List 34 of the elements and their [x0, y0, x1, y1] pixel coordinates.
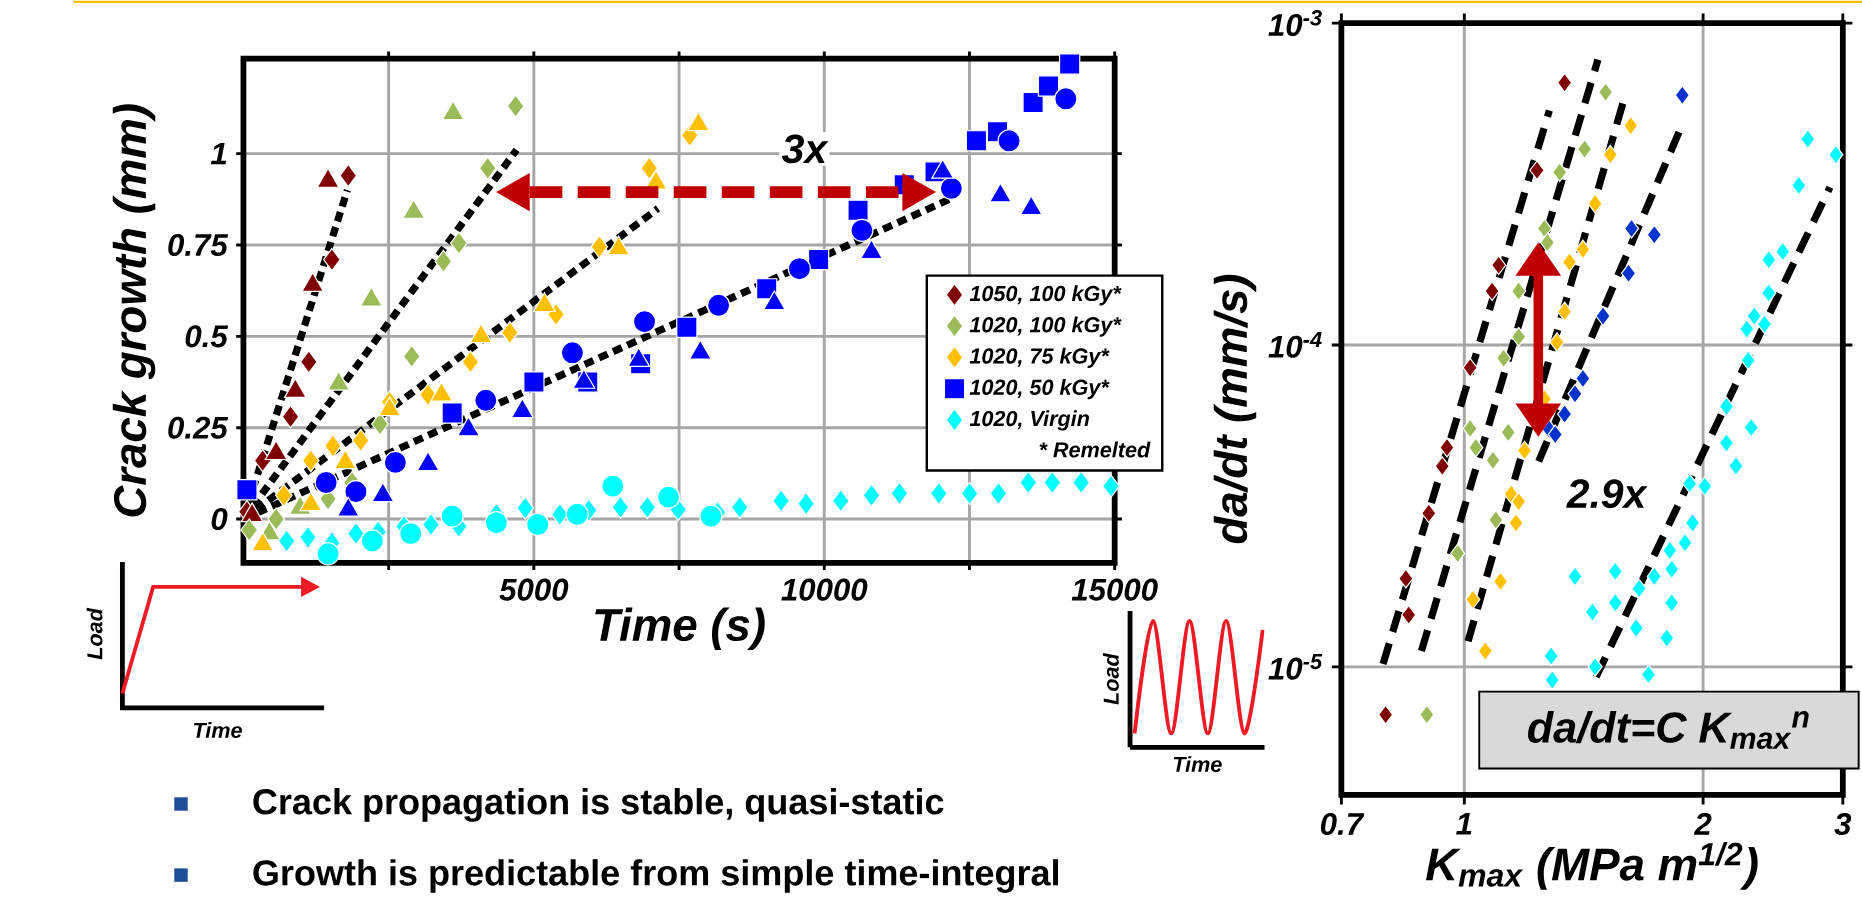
legend-label: 1050, 100 kGy* — [969, 285, 1122, 306]
y-tick-label: 10$^{-5}$ — [1268, 653, 1323, 680]
x-tick-label: 2 — [1693, 812, 1712, 835]
legend-label: 1020, Virgin — [969, 410, 1090, 431]
text: Load — [86, 607, 103, 660]
annotation: * Remelted — [1039, 441, 1151, 458]
y-tick-label: 1 — [210, 142, 227, 165]
x-tick-label: 3 — [1834, 812, 1852, 835]
legend-label: 1020, 100 kGy* — [969, 316, 1122, 337]
y-axis-title: Load — [1102, 652, 1119, 705]
annotation: da/dt=C K$_{max}$n — [1527, 710, 1809, 749]
legend-label: 1020, 50 kGy* — [969, 378, 1110, 399]
text: Time — [194, 721, 242, 738]
y-tick-label: 0.75 — [168, 233, 229, 256]
y-tick-label: 10$^{-3}$ — [1268, 9, 1322, 36]
annotation: 2.9x — [1566, 479, 1648, 508]
x-axis-title: Time (s) — [595, 607, 765, 650]
x-tick-label: 1 — [1456, 812, 1472, 835]
y-tick-label: 0.5 — [185, 325, 229, 348]
text: Growth is predictable from simple time-integral — [253, 858, 1059, 893]
text: Crack propagation is stable, quasi-static — [253, 787, 944, 822]
y-tick-label: 10$^{-4}$ — [1268, 331, 1322, 358]
y-tick-label: 0.25 — [168, 416, 229, 439]
x-tick-label: 0.7 — [1320, 812, 1365, 835]
y-axis-title: da/dt (mm/s) — [1213, 274, 1257, 544]
x-tick-label: 5000 — [499, 578, 569, 601]
x-axis-title: K$_{max}$ (MPa m$^{1/2}$) — [1425, 841, 1758, 890]
x-tick-label: 10000 — [781, 578, 868, 601]
y-tick-label: 0 — [211, 507, 228, 530]
legend-label: 1020, 75 kGy* — [969, 347, 1110, 368]
x-tick-label: 15000 — [1071, 578, 1158, 601]
y-axis-title: Crack growth (mm) — [112, 104, 156, 517]
x-axis-title: Time — [1173, 755, 1222, 772]
annotation: 3x — [782, 134, 829, 164]
